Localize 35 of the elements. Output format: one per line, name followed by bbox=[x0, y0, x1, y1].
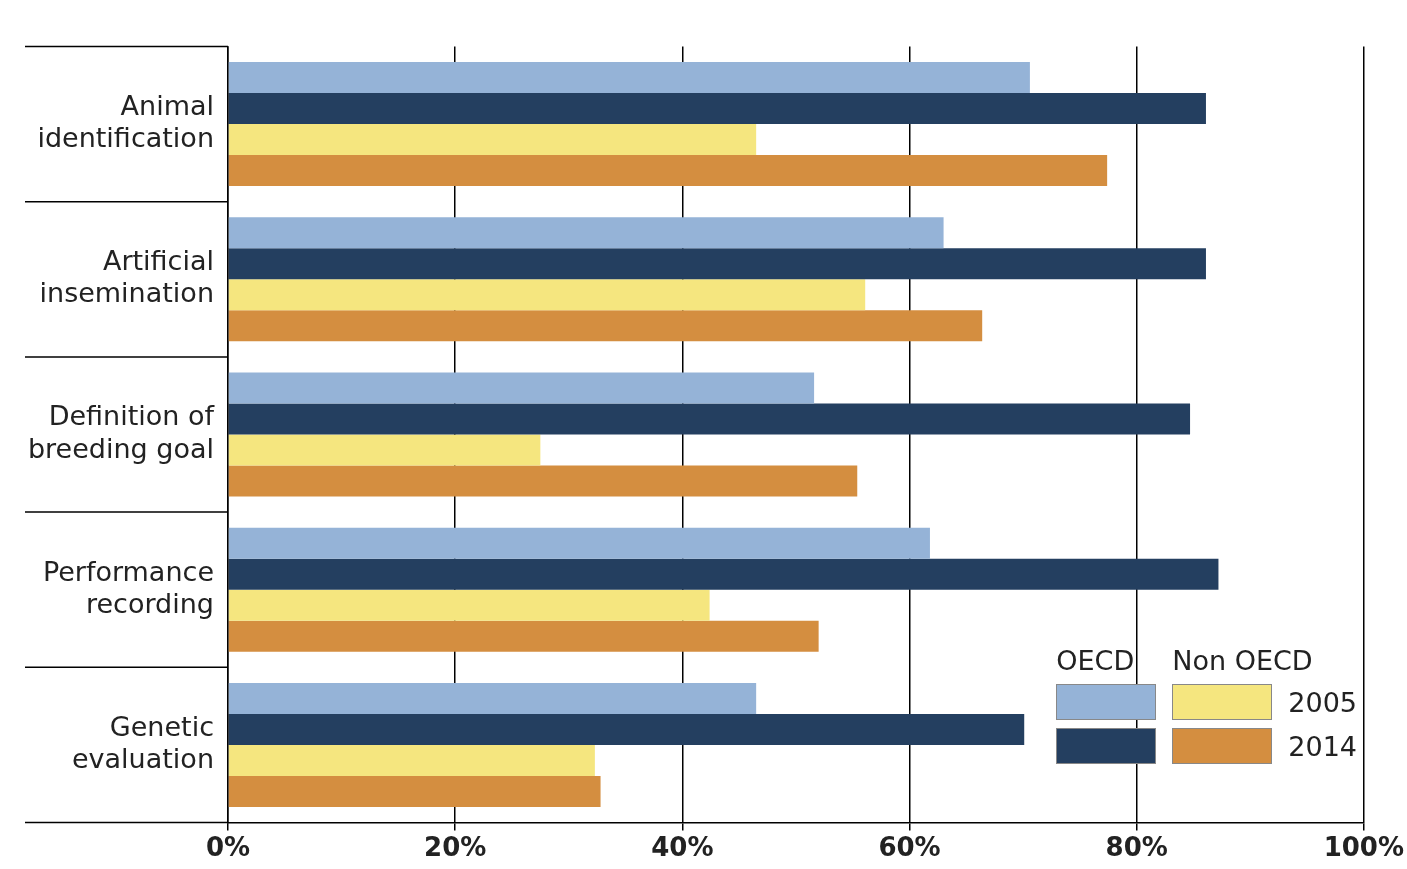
bar bbox=[228, 713, 1025, 745]
y-tick-label: Performance recording bbox=[42, 555, 214, 619]
bar bbox=[228, 61, 1030, 93]
bar bbox=[228, 527, 930, 559]
bar bbox=[228, 465, 858, 497]
bar bbox=[228, 682, 757, 714]
bar bbox=[228, 217, 944, 249]
bar bbox=[228, 124, 757, 156]
x-tick-label: 0% bbox=[205, 831, 251, 862]
y-tick-label: Genetic evaluation bbox=[71, 710, 214, 775]
x-tick-label: 20% bbox=[424, 831, 487, 862]
bar bbox=[228, 279, 866, 311]
bar bbox=[228, 372, 815, 404]
bar bbox=[228, 310, 983, 342]
x-tick-label: 100% bbox=[1323, 831, 1404, 862]
bar bbox=[228, 776, 601, 808]
bar bbox=[228, 403, 1191, 435]
y-tick-label: Animal identification bbox=[37, 89, 214, 154]
bar bbox=[228, 589, 710, 621]
y-tick-label: Definition of breeding goal bbox=[27, 400, 216, 464]
x-tick-label: 80% bbox=[1105, 831, 1168, 862]
bar bbox=[228, 434, 541, 466]
bar bbox=[228, 558, 1219, 590]
bar bbox=[228, 620, 819, 652]
y-tick-label: Artificial insemination bbox=[39, 245, 214, 309]
bar bbox=[228, 92, 1206, 125]
annotation: Non OECD bbox=[1172, 645, 1313, 676]
bar bbox=[228, 248, 1206, 280]
bar bbox=[228, 744, 595, 777]
x-tick-label: 40% bbox=[651, 831, 714, 862]
legend-label: 2005 bbox=[1288, 686, 1357, 718]
annotation: OECD bbox=[1056, 645, 1136, 676]
bar bbox=[228, 155, 1108, 187]
x-tick-label: 60% bbox=[878, 831, 941, 862]
legend-label: 2014 bbox=[1288, 730, 1357, 762]
